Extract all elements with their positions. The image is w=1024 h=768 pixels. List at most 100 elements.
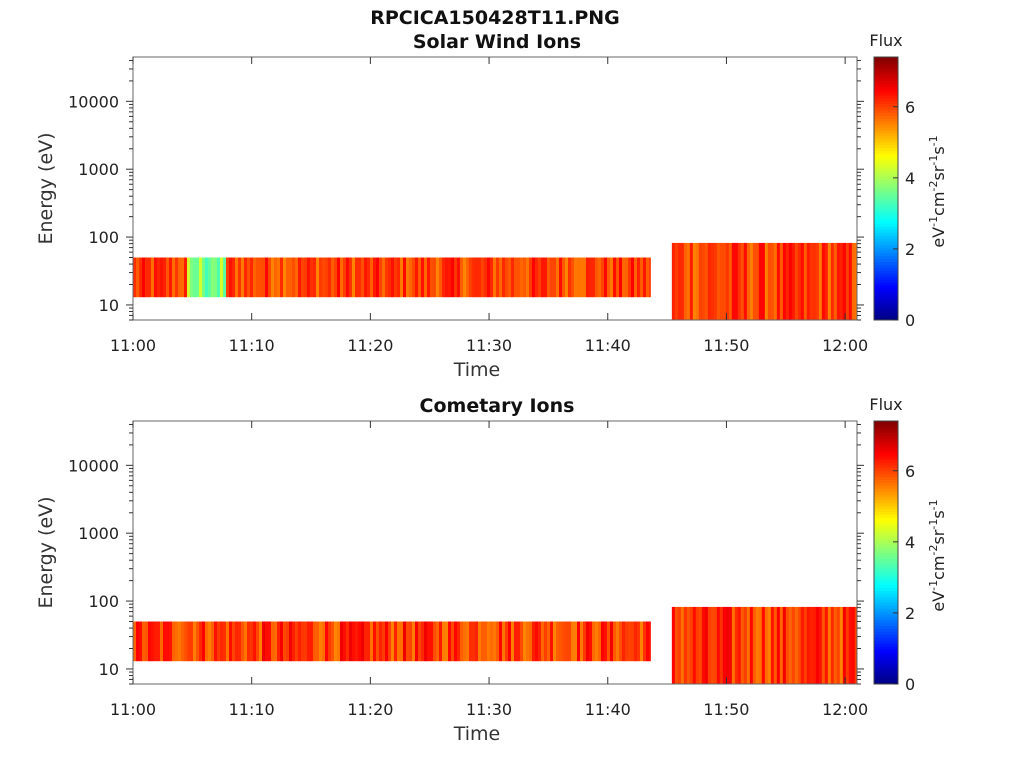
- flux-column: [619, 621, 623, 662]
- flux-column: [631, 621, 635, 662]
- flux-column: [178, 257, 182, 298]
- flux-column: [671, 242, 676, 320]
- flux-column: [355, 257, 359, 298]
- flux-column: [139, 621, 143, 662]
- flux-column: [376, 621, 380, 662]
- flux-column: [746, 606, 751, 684]
- flux-column: [274, 257, 278, 298]
- flux-column: [770, 606, 775, 684]
- flux-column: [502, 257, 506, 298]
- flux-column: [289, 621, 293, 662]
- flux-column: [391, 621, 395, 662]
- flux-column: [487, 621, 491, 662]
- colorbar-step: [874, 94, 898, 99]
- flux-column: [722, 242, 727, 320]
- colorbar-step: [874, 616, 898, 621]
- flux-column: [580, 621, 584, 662]
- flux-column: [794, 606, 799, 684]
- flux-column: [755, 242, 760, 320]
- flux-column: [628, 621, 632, 662]
- flux-column: [698, 242, 703, 320]
- flux-column: [692, 242, 697, 320]
- flux-column: [571, 257, 575, 298]
- colorbar-step: [874, 214, 898, 219]
- flux-column: [232, 621, 236, 662]
- flux-column: [427, 621, 431, 662]
- colorbar-step: [874, 211, 898, 216]
- flux-column: [815, 242, 820, 320]
- flux-column: [352, 257, 356, 298]
- flux-column: [520, 257, 524, 298]
- flux-column: [544, 257, 548, 298]
- flux-column: [577, 621, 581, 662]
- flux-column: [136, 621, 140, 662]
- flux-column: [292, 257, 296, 298]
- flux-column: [457, 257, 461, 298]
- colorbar-step: [874, 62, 898, 67]
- flux-column: [601, 257, 605, 298]
- flux-column: [160, 257, 164, 298]
- flux-column: [749, 242, 754, 320]
- flux-column: [304, 621, 308, 662]
- flux-column: [307, 257, 311, 298]
- colorbar-step: [874, 540, 898, 545]
- flux-column: [163, 621, 167, 662]
- flux-column: [734, 242, 739, 320]
- flux-column: [157, 621, 161, 662]
- flux-column: [574, 621, 578, 662]
- flux-column: [433, 257, 437, 298]
- flux-column: [625, 621, 629, 662]
- colorbar-step: [874, 669, 898, 673]
- flux-column: [352, 621, 356, 662]
- flux-column: [454, 621, 458, 662]
- colorbar-step: [874, 520, 898, 524]
- flux-column: [550, 621, 554, 662]
- flux-column: [199, 621, 203, 662]
- colorbar-step: [874, 599, 898, 603]
- flux-column: [743, 242, 748, 320]
- flux-column: [827, 606, 832, 684]
- flux-column: [253, 257, 257, 298]
- flux-column: [154, 621, 158, 662]
- flux-column: [707, 242, 712, 320]
- flux-column: [686, 242, 691, 320]
- flux-column: [397, 257, 401, 298]
- colorbar-step: [874, 86, 898, 90]
- flux-column: [634, 257, 638, 298]
- flux-column: [848, 242, 853, 320]
- colorbar-step: [874, 217, 898, 222]
- colorbar-step: [874, 502, 898, 507]
- flux-column: [523, 621, 527, 662]
- colorbar-step: [874, 124, 898, 128]
- colorbar-step: [874, 203, 898, 207]
- flux-column: [217, 257, 221, 298]
- flux-column: [490, 257, 494, 298]
- colorbar-step: [874, 508, 898, 513]
- colorbar-step: [874, 441, 898, 445]
- colorbar-step: [874, 132, 898, 137]
- colorbar-step: [874, 226, 898, 230]
- colorbar-step: [874, 578, 898, 583]
- flux-column: [631, 257, 635, 298]
- flux-column: [842, 242, 847, 320]
- flux-column: [803, 606, 808, 684]
- flux-column: [550, 257, 554, 298]
- flux-column: [466, 621, 470, 662]
- flux-column: [187, 257, 191, 298]
- flux-column: [133, 621, 137, 662]
- colorbar-step: [874, 223, 898, 227]
- colorbar-tick-label: 2: [905, 240, 915, 259]
- colorbar-step: [874, 147, 898, 152]
- flux-column: [562, 257, 566, 298]
- flux-column: [403, 621, 407, 662]
- colorbar-step: [874, 197, 898, 201]
- colorbar-step: [874, 464, 898, 469]
- flux-column: [616, 257, 620, 298]
- colorbar-step: [874, 602, 898, 606]
- flux-column: [226, 621, 230, 662]
- flux-column: [340, 257, 344, 298]
- flux-column: [361, 621, 365, 662]
- flux-column: [851, 242, 856, 320]
- flux-column: [283, 257, 287, 298]
- flux-column: [565, 621, 569, 662]
